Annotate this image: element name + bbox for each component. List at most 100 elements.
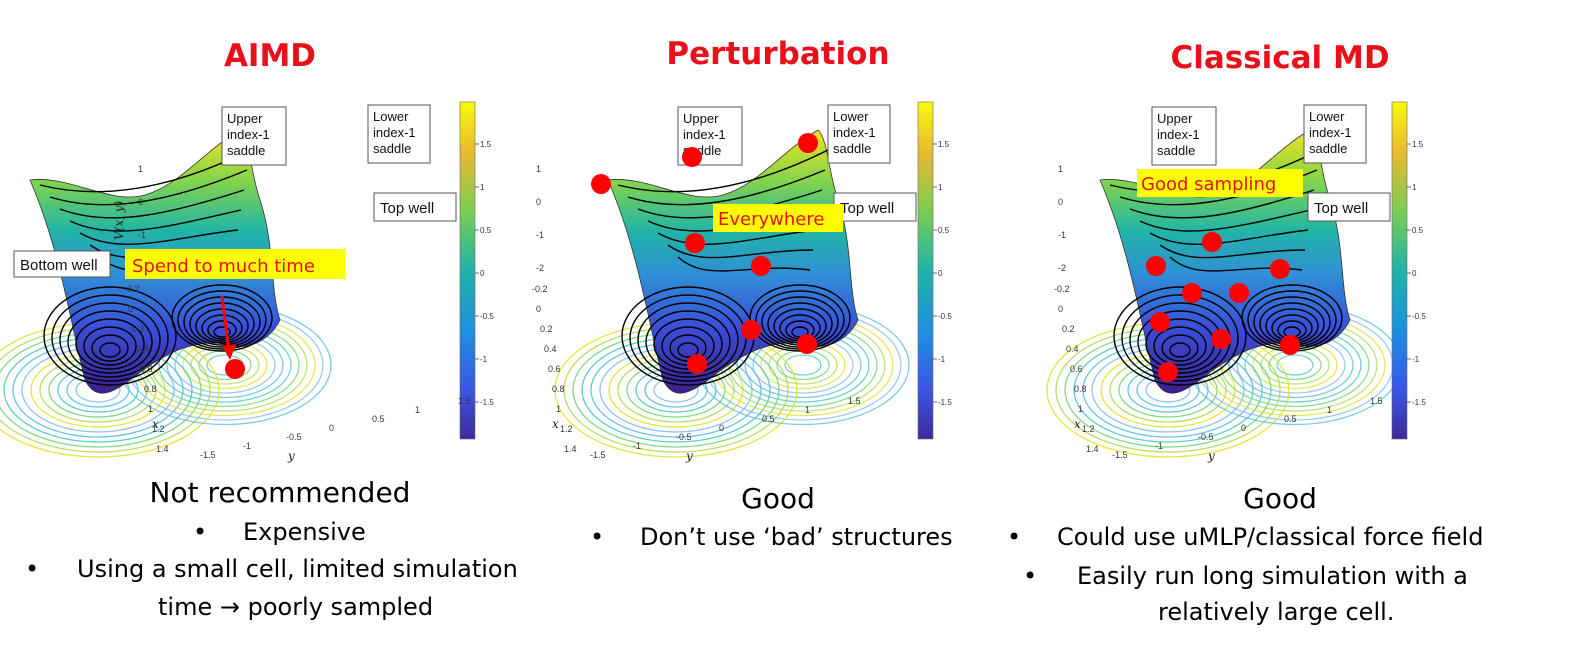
sample-marker [1150, 312, 1170, 332]
x-tick-label: -0.2 [532, 284, 548, 294]
colorbar-tick-label: 0 [480, 269, 485, 278]
colorbar-tick-label: -1 [480, 355, 488, 364]
bullet-item: • Expensive [193, 518, 366, 546]
surface-group: 1.510.50-0.5-1-1.510-1-2-0.200.20.40.60.… [1046, 101, 1426, 463]
colorbar-tick-label: 1.5 [1412, 140, 1424, 149]
upper-saddle-label: saddle [227, 143, 265, 158]
annotation-boxes: Upperindex-1saddleLowerindex-1saddleTop … [1151, 104, 1391, 222]
sample-marker [225, 359, 245, 379]
y-tick-label: 1.5 [848, 396, 861, 406]
colorbar [917, 101, 934, 440]
colorbar-tick-label: 1.5 [938, 140, 950, 149]
surface-contour [91, 334, 129, 362]
surface-contour [49, 169, 248, 206]
x-tick-label: -0.2 [1054, 284, 1070, 294]
sample-marker [1202, 232, 1222, 252]
bullet-text-continued: time → poorly sampled [158, 593, 434, 621]
surface-contour [1169, 342, 1191, 358]
colorbar-tick-label: -1.5 [1412, 398, 1426, 407]
sample-marker [741, 320, 761, 340]
contour-ring [784, 354, 822, 376]
z-tick-label: 0 [138, 197, 143, 207]
sample-marker [687, 354, 707, 374]
x-tick-label: 0.8 [552, 384, 565, 394]
sample-marker [751, 256, 771, 276]
colorbar-tick-label: 1.5 [480, 140, 492, 149]
x-tick-label: 0 [1058, 304, 1063, 314]
bullet-item: • Using a small cell, limited simulation [25, 555, 518, 583]
surface-contour [99, 342, 121, 358]
surface-contour [667, 244, 814, 259]
lower-saddle-label: index-1 [833, 125, 876, 140]
x-tick-label: 0.6 [140, 364, 153, 374]
arrow-head [222, 344, 236, 360]
top-well-box [373, 192, 457, 222]
surface-contour [83, 326, 137, 366]
z-tick-label: -2 [1058, 263, 1066, 273]
sample-marker [685, 233, 705, 253]
y-tick-label: 0 [329, 423, 334, 433]
surface-contour [195, 308, 249, 344]
surface-contour [1159, 244, 1306, 259]
x-tick-label: 1 [556, 404, 561, 414]
x-tick-label: 0.6 [548, 364, 561, 374]
y-tick-label: -1.5 [1112, 450, 1128, 460]
highlight-box [1137, 169, 1303, 197]
annotation-boxes: Upperindex-1saddleLowerindex-1saddleTop … [13, 104, 457, 278]
colorbar-tick-label: -1.5 [480, 398, 494, 407]
sample-marker [1211, 329, 1231, 349]
highlight-label: Spend to much time [132, 256, 315, 277]
lower-saddle-label: saddle [1309, 141, 1347, 156]
bullet-item: • Don’t use ‘bad’ structures [590, 523, 953, 551]
annotation-boxes: Upperindex-1saddleLowerindex-1saddleTop … [677, 104, 917, 222]
surface-contour [171, 284, 273, 352]
sample-marker [1280, 335, 1300, 355]
colorbar-tick-label: 0.5 [938, 226, 950, 235]
colorbar-tick-label: 0 [1412, 269, 1417, 278]
z-tick-label: 1 [1058, 164, 1063, 174]
surface-contour [627, 169, 826, 206]
z-tick-label: 1 [536, 164, 541, 174]
highlight-label: Everywhere [718, 209, 824, 230]
lower-saddle-label: index-1 [373, 125, 416, 140]
upper-saddle-box [221, 106, 287, 166]
lower-saddle-label: index-1 [1309, 125, 1352, 140]
surface-contour [79, 229, 239, 245]
lower-saddle-box [367, 104, 431, 164]
surface-contour [1121, 294, 1239, 382]
colorbar-tick-label: 0.5 [1412, 226, 1424, 235]
surface-contour [177, 290, 267, 350]
x-tick-label: 0 [536, 304, 541, 314]
surface-group: 1.510.50-0.5-1-1.510-1-2-0.200.20.40.60.… [0, 101, 494, 463]
x-axis-label: x [552, 417, 559, 431]
surface-contour [213, 326, 231, 338]
surface-contour [1129, 189, 1315, 219]
surface-contour [1161, 334, 1199, 362]
surface-contour [617, 149, 829, 193]
sample-marker [1182, 283, 1202, 303]
verdict-text: Good [741, 482, 815, 515]
panel-title: Classical MD [1170, 40, 1390, 76]
x-tick-label: 1.4 [156, 444, 169, 454]
colorbar-tick-label: -1 [938, 355, 946, 364]
energy-surface-plot: 1.510.50-0.5-1-1.510-1-2-0.200.20.40.60.… [0, 101, 494, 463]
y-tick-label: 1 [805, 405, 810, 415]
surface-contour [75, 318, 145, 370]
x-tick-label: 0.4 [1066, 344, 1079, 354]
arrow-line [220, 295, 231, 353]
bullet-text-continued: relatively large cell. [1158, 598, 1395, 626]
y-tick-label: 1.5 [1370, 396, 1383, 406]
bullet-item: • Could use uMLP/classical force field [1007, 523, 1484, 551]
x-tick-label: 0 [128, 304, 133, 314]
panel-aimd: AIMD 1.510.50-0.5-1-1.510-1-2-0.200.20.4… [0, 0, 520, 648]
y-axis-label: y [685, 449, 693, 463]
sample-marker [1158, 362, 1178, 382]
y-tick-label: 0.5 [372, 414, 385, 424]
sample-marker [1270, 259, 1290, 279]
z-axis-label: V(x, y) [112, 200, 126, 240]
surface-contour [67, 310, 153, 374]
x-tick-label: 1.4 [564, 444, 577, 454]
y-tick-label: 0 [1241, 423, 1246, 433]
panel-title: AIMD [223, 38, 317, 74]
x-tick-label: 0.8 [144, 384, 157, 394]
